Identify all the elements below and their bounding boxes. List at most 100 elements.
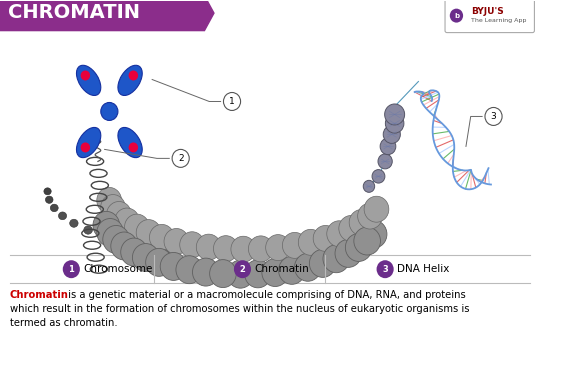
Ellipse shape xyxy=(97,218,124,247)
Circle shape xyxy=(172,149,189,168)
Ellipse shape xyxy=(103,225,129,254)
Ellipse shape xyxy=(213,236,238,262)
Ellipse shape xyxy=(160,252,187,280)
Text: CHROMATIN: CHROMATIN xyxy=(7,3,139,22)
Circle shape xyxy=(81,142,90,152)
Ellipse shape xyxy=(100,232,109,240)
Circle shape xyxy=(81,71,90,80)
Ellipse shape xyxy=(45,196,53,203)
Text: Chromatin: Chromatin xyxy=(10,290,69,300)
Ellipse shape xyxy=(70,219,78,227)
Ellipse shape xyxy=(107,201,132,227)
Ellipse shape xyxy=(262,259,289,286)
Ellipse shape xyxy=(320,232,332,244)
Text: Chromosome: Chromosome xyxy=(84,264,153,274)
Ellipse shape xyxy=(257,244,268,254)
Ellipse shape xyxy=(111,232,137,260)
Ellipse shape xyxy=(100,195,125,220)
Ellipse shape xyxy=(192,258,219,286)
Ellipse shape xyxy=(133,244,159,271)
Ellipse shape xyxy=(84,226,92,234)
Ellipse shape xyxy=(349,210,374,235)
Ellipse shape xyxy=(358,203,382,229)
Ellipse shape xyxy=(77,127,101,157)
Text: The Learning App: The Learning App xyxy=(471,18,526,23)
Ellipse shape xyxy=(125,214,149,240)
Ellipse shape xyxy=(301,237,312,248)
Ellipse shape xyxy=(310,249,336,278)
Text: BYJU'S: BYJU'S xyxy=(471,7,503,16)
Ellipse shape xyxy=(313,225,338,251)
Ellipse shape xyxy=(118,65,142,95)
Ellipse shape xyxy=(209,246,219,256)
Ellipse shape xyxy=(164,229,189,254)
Ellipse shape xyxy=(323,245,350,273)
Ellipse shape xyxy=(121,238,147,266)
Ellipse shape xyxy=(176,256,202,284)
Ellipse shape xyxy=(353,220,365,232)
Text: 3: 3 xyxy=(490,112,496,121)
FancyBboxPatch shape xyxy=(445,0,535,32)
Ellipse shape xyxy=(44,188,51,195)
Ellipse shape xyxy=(185,245,196,255)
Ellipse shape xyxy=(180,232,205,258)
Ellipse shape xyxy=(233,246,244,256)
Ellipse shape xyxy=(50,204,58,212)
Ellipse shape xyxy=(339,215,363,241)
Ellipse shape xyxy=(231,236,256,262)
Ellipse shape xyxy=(97,188,121,213)
Ellipse shape xyxy=(266,235,290,261)
Ellipse shape xyxy=(280,241,290,252)
Ellipse shape xyxy=(360,220,387,248)
Circle shape xyxy=(129,71,138,80)
Ellipse shape xyxy=(378,154,392,169)
Ellipse shape xyxy=(383,125,400,144)
Ellipse shape xyxy=(386,114,404,133)
Text: 1: 1 xyxy=(69,265,74,274)
Ellipse shape xyxy=(294,253,321,281)
Text: termed as chromatin.: termed as chromatin. xyxy=(10,318,117,328)
Polygon shape xyxy=(0,0,214,30)
Ellipse shape xyxy=(338,227,350,238)
Text: 2: 2 xyxy=(239,265,246,274)
Circle shape xyxy=(234,260,251,278)
Ellipse shape xyxy=(327,221,352,247)
Circle shape xyxy=(376,260,393,278)
Circle shape xyxy=(129,142,138,152)
Ellipse shape xyxy=(354,227,380,255)
Ellipse shape xyxy=(58,212,66,220)
Ellipse shape xyxy=(136,220,161,245)
Ellipse shape xyxy=(162,244,172,253)
Ellipse shape xyxy=(278,256,305,284)
Ellipse shape xyxy=(227,260,254,288)
Ellipse shape xyxy=(140,241,150,250)
Ellipse shape xyxy=(119,237,129,245)
Ellipse shape xyxy=(244,260,271,288)
Text: Chromatin: Chromatin xyxy=(255,264,310,274)
Ellipse shape xyxy=(335,239,362,267)
Ellipse shape xyxy=(372,169,385,183)
Ellipse shape xyxy=(248,236,273,262)
Ellipse shape xyxy=(364,196,389,222)
Ellipse shape xyxy=(115,208,139,234)
Ellipse shape xyxy=(210,260,236,288)
Circle shape xyxy=(450,8,463,23)
Ellipse shape xyxy=(146,248,172,276)
Text: 1: 1 xyxy=(229,97,235,106)
Ellipse shape xyxy=(365,213,378,225)
Ellipse shape xyxy=(150,224,174,251)
Text: b: b xyxy=(454,13,459,19)
Text: DNA Helix: DNA Helix xyxy=(397,264,450,274)
Ellipse shape xyxy=(384,104,405,125)
Ellipse shape xyxy=(93,212,120,239)
Text: 3: 3 xyxy=(382,265,388,274)
Text: 2: 2 xyxy=(178,154,184,163)
Text: is a genetic material or a macromolecule comprising of DNA, RNA, and proteins: is a genetic material or a macromolecule… xyxy=(65,290,466,300)
Ellipse shape xyxy=(380,138,396,155)
Ellipse shape xyxy=(363,180,375,192)
Ellipse shape xyxy=(298,229,323,255)
Ellipse shape xyxy=(345,234,372,261)
Circle shape xyxy=(63,260,80,278)
Circle shape xyxy=(485,107,502,125)
Text: which result in the formation of chromosomes within the nucleus of eukaryotic or: which result in the formation of chromos… xyxy=(10,304,469,314)
